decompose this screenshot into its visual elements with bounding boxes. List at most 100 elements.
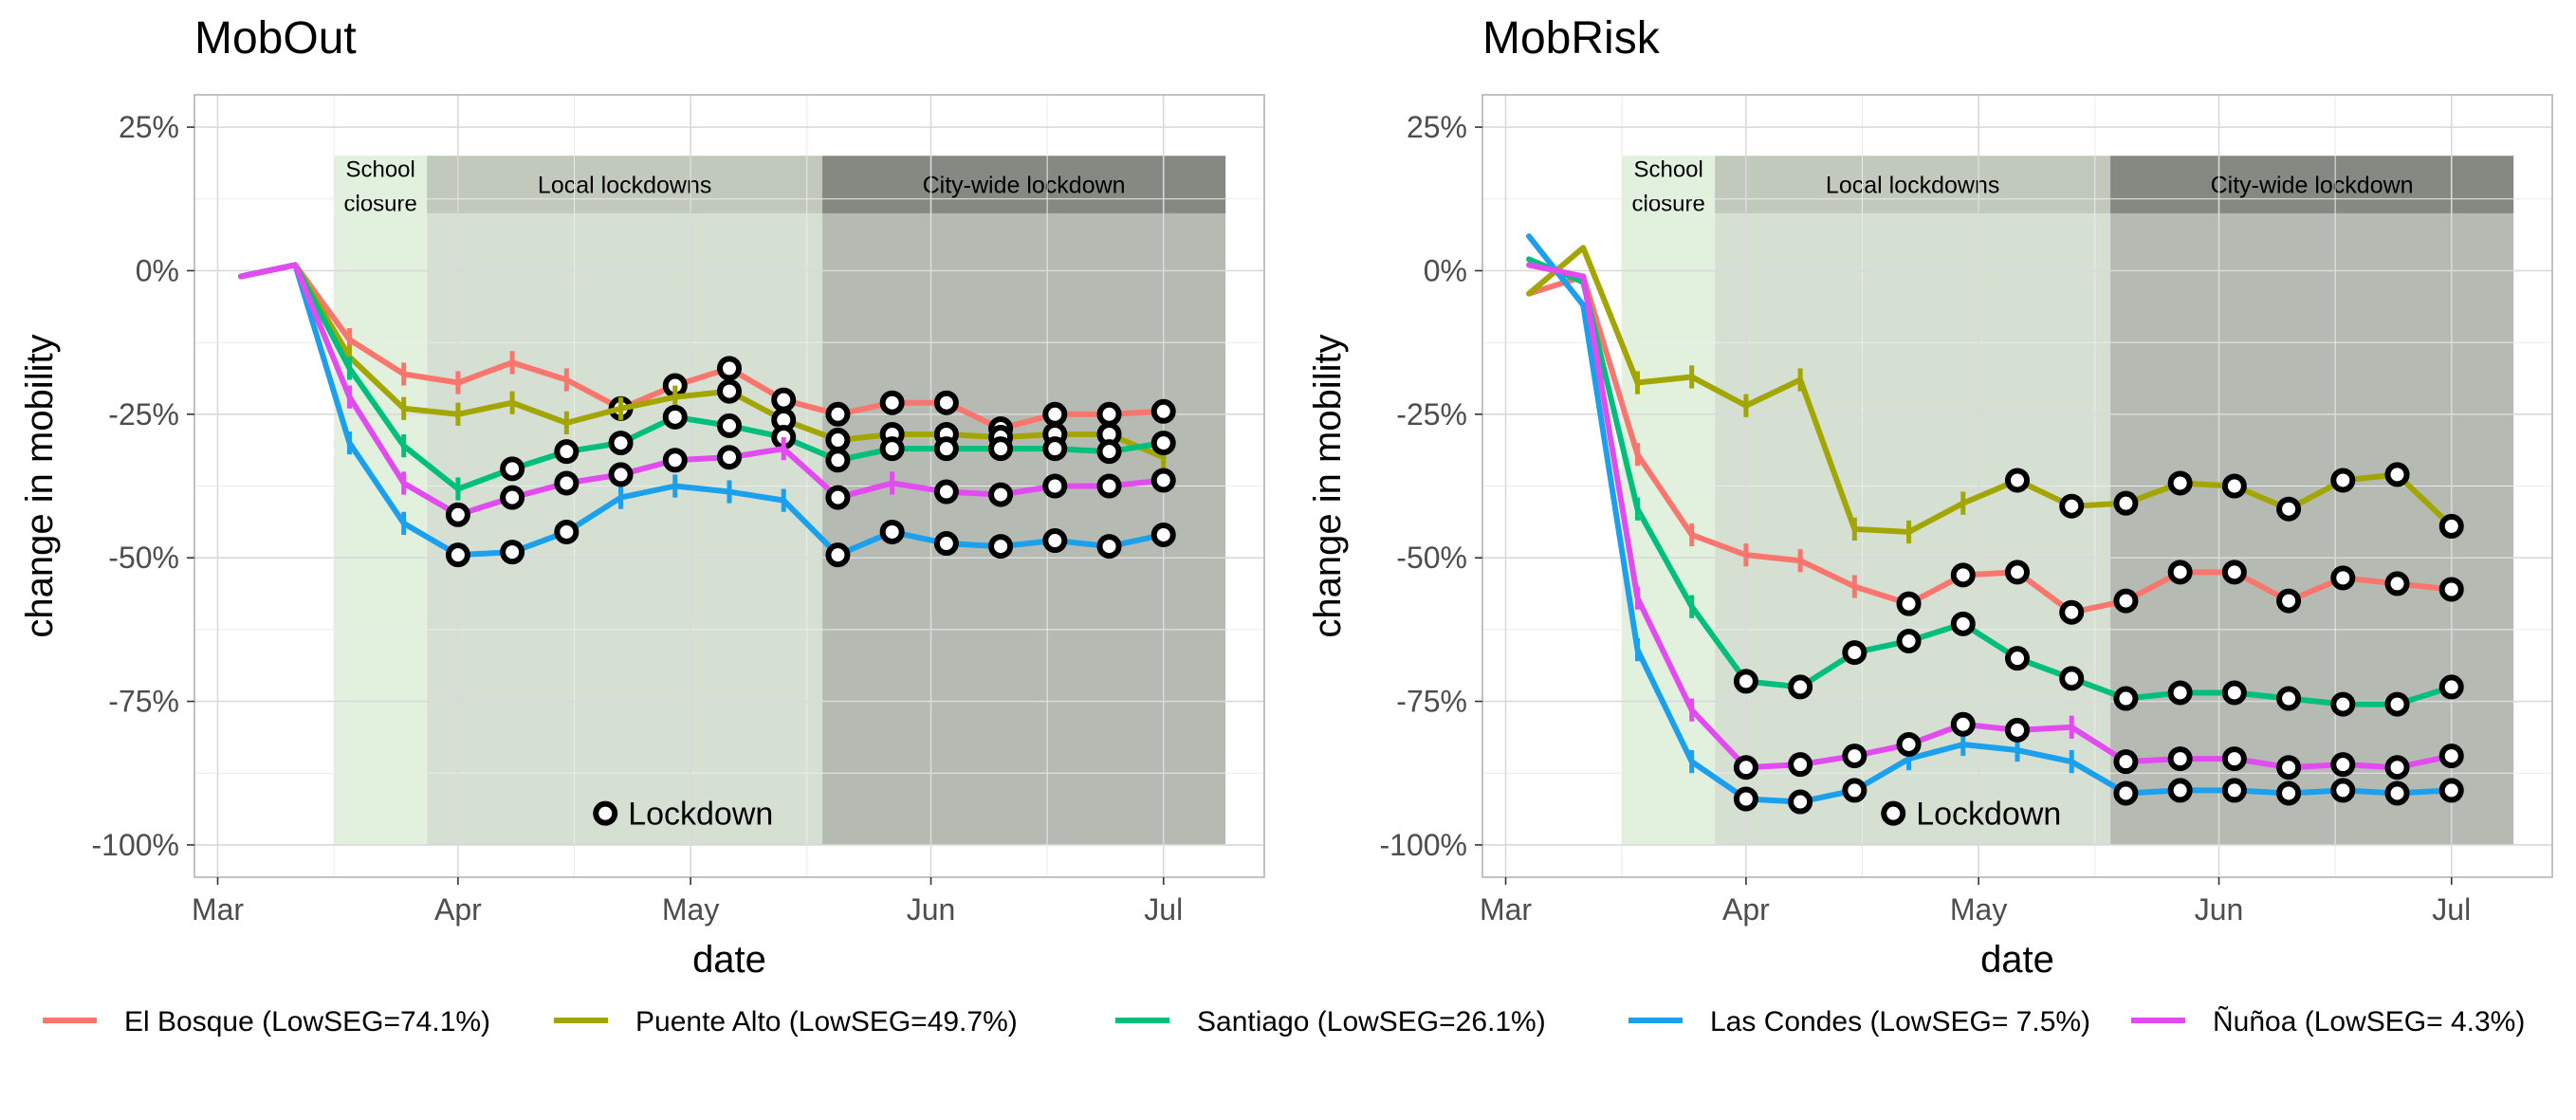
lockdown-marker — [2384, 691, 2410, 717]
lockdown-marker — [2438, 778, 2464, 803]
y-axis-label: change in mobility — [19, 334, 61, 637]
lockdown-marker — [2167, 470, 2193, 496]
lockdown-marker — [1896, 591, 1922, 616]
lockdown-marker — [2167, 560, 2193, 585]
x-tick-label: Mar — [192, 892, 244, 927]
phase-header — [1622, 156, 1716, 213]
lockdown-marker — [554, 470, 580, 496]
lockdown-marker — [2167, 680, 2193, 706]
lockdown-marker — [2438, 513, 2464, 539]
x-tick-label: Mar — [1480, 892, 1532, 927]
lockdown-marker — [554, 439, 580, 465]
annotation-marker — [593, 800, 618, 826]
lockdown-marker — [2276, 780, 2302, 806]
x-axis-label: date — [1980, 939, 2054, 981]
lockdown-marker — [1788, 789, 1813, 815]
lockdown-marker — [2005, 560, 2030, 585]
y-tick-label: -100% — [1380, 828, 1468, 862]
y-tick-label: 25% — [119, 110, 179, 144]
phase-band — [334, 156, 428, 845]
lockdown-marker — [1150, 522, 1176, 547]
x-tick-label: May — [1950, 892, 2007, 927]
legend-item-4: Las Condes (LowSEG= 7.5%) — [1628, 1006, 2090, 1037]
lockdown-marker — [608, 462, 634, 487]
lockdown-marker — [771, 387, 797, 413]
lockdown-marker — [1042, 528, 1068, 554]
lockdown-marker — [2059, 493, 2085, 519]
series-2 — [1526, 245, 2464, 544]
lockdown-marker — [1788, 674, 1813, 700]
lockdown-marker — [2113, 749, 2139, 775]
x-tick-label: May — [662, 892, 719, 927]
lockdown-marker — [1896, 628, 1922, 653]
lockdown-marker — [1842, 778, 1868, 803]
lockdown-marker — [933, 531, 959, 557]
lockdown-marker — [554, 519, 580, 544]
lockdown-marker — [1150, 398, 1176, 424]
lockdown-marker — [2330, 752, 2356, 778]
y-tick-label: 0% — [1424, 253, 1467, 287]
lockdown-marker — [2221, 560, 2247, 585]
series-3 — [1526, 256, 2464, 717]
lockdown-marker — [879, 390, 905, 415]
phase-label: School — [345, 156, 414, 182]
lockdown-marker — [500, 540, 525, 565]
lockdown-marker — [2384, 755, 2410, 780]
lockdown-marker — [662, 404, 688, 430]
lockdown-marker — [1096, 401, 1122, 427]
lockdown-marker — [1042, 473, 1068, 499]
lockdown-marker — [2276, 686, 2302, 711]
series-4 — [1526, 233, 2464, 815]
lockdown-marker — [500, 456, 525, 482]
lockdown-marker — [2438, 577, 2464, 602]
lockdown-marker — [1096, 534, 1122, 560]
panel-border — [1481, 94, 2553, 878]
legend-label: El Bosque (LowSEG=74.1%) — [124, 1006, 490, 1037]
x-tick-label: Jun — [907, 892, 956, 927]
y-tick-label: -50% — [108, 541, 179, 575]
phase-label: Local lockdowns — [1826, 173, 1999, 199]
x-tick-label: Apr — [434, 892, 482, 927]
lockdown-marker — [1733, 669, 1758, 694]
y-tick-label: -25% — [1396, 397, 1467, 431]
legend-item-3: Santiago (LowSEG=26.1%) — [1115, 1006, 1546, 1037]
lockdown-marker — [2005, 468, 2030, 493]
y-tick-label: -75% — [1396, 685, 1467, 719]
lockdown-marker — [445, 502, 470, 527]
lockdown-marker — [2221, 778, 2247, 803]
lockdown-marker — [1896, 731, 1922, 757]
series-1 — [1526, 273, 2464, 625]
lockdown-marker — [2113, 490, 2139, 516]
lockdown-marker — [1950, 711, 1976, 737]
phase-label: Local lockdowns — [538, 173, 711, 199]
phase-label: closure — [1631, 191, 1704, 216]
lockdown-marker — [2167, 746, 2193, 772]
lockdown-marker — [825, 401, 851, 427]
lockdown-marker — [1733, 755, 1758, 780]
lockdown-marker — [825, 428, 851, 453]
lockdown-marker — [825, 542, 851, 568]
annotation-label: Lockdown — [628, 797, 773, 833]
lockdown-marker — [825, 448, 851, 473]
lockdown-marker — [933, 390, 959, 415]
chart-title: MobRisk — [1482, 13, 1661, 64]
lockdown-marker — [2221, 680, 2247, 706]
legend-label: Ñuñoa (LowSEG= 4.3%) — [2213, 1005, 2525, 1037]
annotation-label: Lockdown — [1916, 797, 2061, 833]
lockdown-marker — [1788, 752, 1813, 778]
legend-label: Santiago (LowSEG=26.1%) — [1197, 1006, 1546, 1037]
lockdown-marker — [717, 356, 742, 381]
phase-band — [427, 156, 823, 845]
lockdown-marker — [2276, 755, 2302, 780]
y-tick-label: 0% — [136, 253, 179, 287]
lockdown-marker — [1842, 640, 1868, 666]
lockdown-marker — [2330, 565, 2356, 591]
legend-item-5: Ñuñoa (LowSEG= 4.3%) — [2131, 1005, 2525, 1037]
lockdown-marker — [2276, 496, 2302, 522]
lockdown-marker — [1096, 473, 1122, 499]
x-axis-label: date — [692, 939, 766, 981]
lockdown-marker — [2059, 599, 2085, 625]
legend-item-1: El Bosque (LowSEG=74.1%) — [43, 1006, 490, 1037]
lockdown-marker — [1150, 468, 1176, 493]
